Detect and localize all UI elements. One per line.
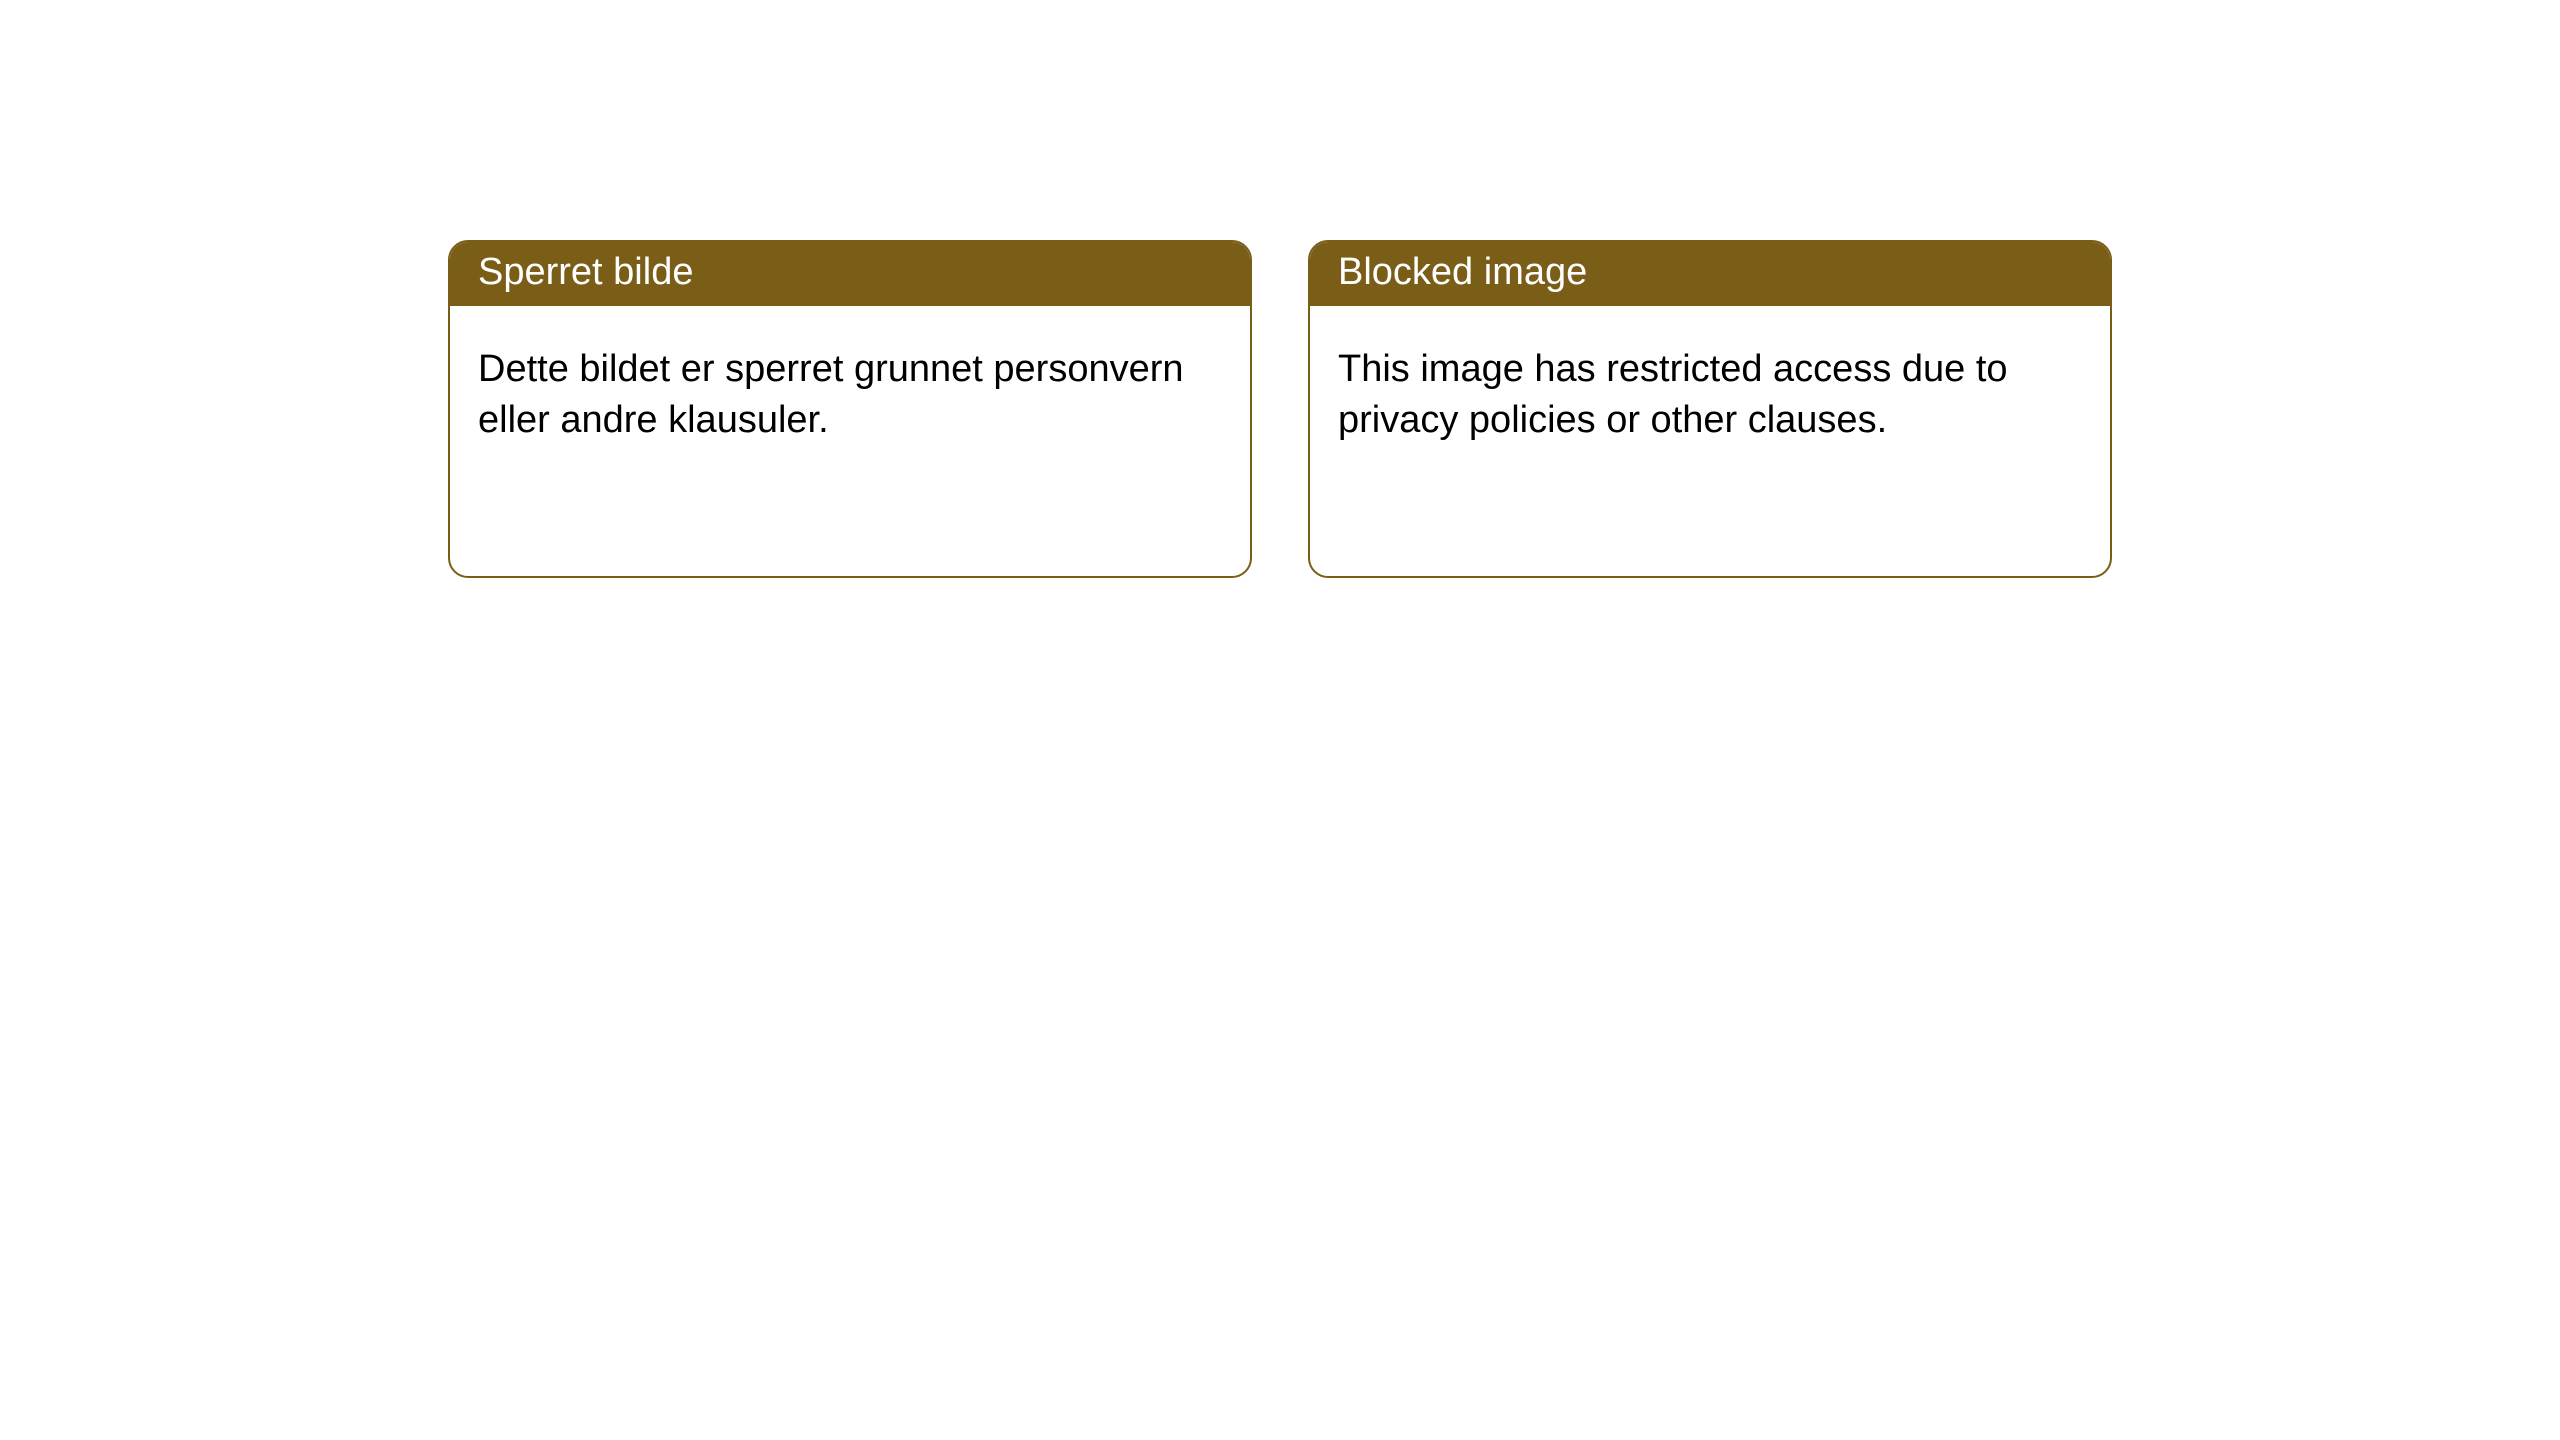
notice-body-no: Dette bildet er sperret grunnet personve… <box>450 306 1250 576</box>
notice-title-no: Sperret bilde <box>450 242 1250 306</box>
notice-title-en: Blocked image <box>1310 242 2110 306</box>
notice-container: Sperret bilde Dette bildet er sperret gr… <box>0 0 2560 578</box>
notice-body-en: This image has restricted access due to … <box>1310 306 2110 576</box>
notice-card-no: Sperret bilde Dette bildet er sperret gr… <box>448 240 1252 578</box>
notice-card-en: Blocked image This image has restricted … <box>1308 240 2112 578</box>
